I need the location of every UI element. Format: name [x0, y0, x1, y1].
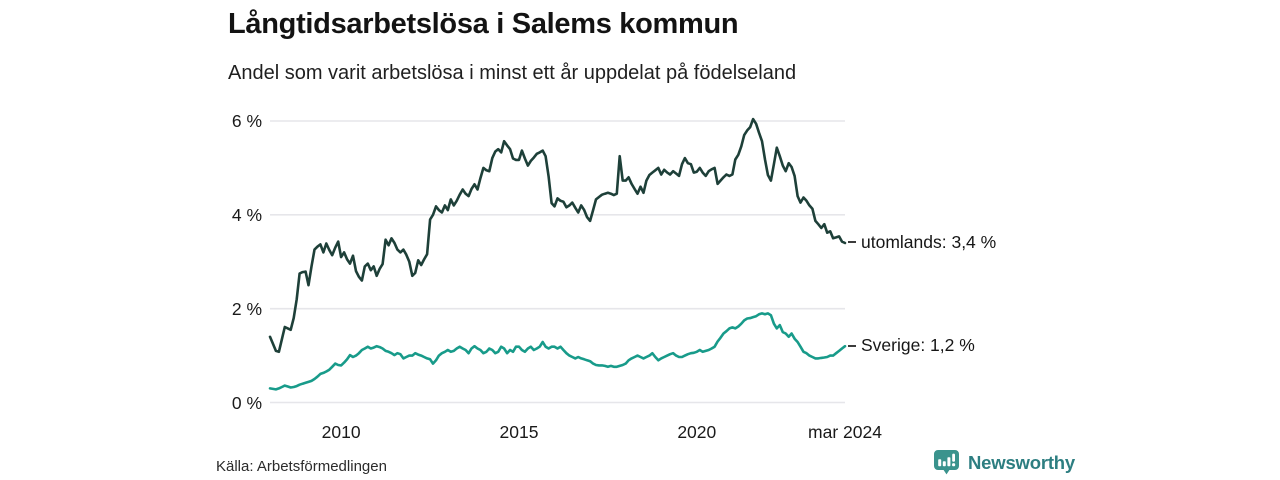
- newsworthy-wordmark: Newsworthy: [968, 452, 1075, 473]
- y-tick-label: 2 %: [231, 298, 262, 319]
- newsworthy-logo: Newsworthy: [933, 449, 1075, 477]
- series-line-Sverige: [268, 312, 847, 391]
- y-tick-label: 4 %: [231, 204, 262, 225]
- series-end-label-text: Sverige: 1,2 %: [861, 335, 975, 356]
- chart-subtitle: Andel som varit arbetslösa i minst ett å…: [228, 62, 797, 84]
- leader-dash: [848, 241, 856, 244]
- series-line-utomlands: [268, 117, 847, 354]
- series-end-label-utomlands: utomlands: 3,4 %: [848, 232, 996, 253]
- leader-dash: [848, 344, 856, 347]
- newsworthy-icon: [934, 450, 959, 475]
- y-tick-label: 6 %: [231, 111, 262, 131]
- series-end-label-Sverige: Sverige: 1,2 %: [848, 335, 975, 356]
- x-tick-label: 2010: [321, 422, 361, 442]
- x-tick-label: 2015: [499, 422, 539, 442]
- x-tick-label: 2020: [677, 422, 717, 442]
- series-end-label-text: utomlands: 3,4 %: [861, 231, 997, 252]
- x-tick-label: mar 2024: [808, 422, 882, 442]
- chart-title: Långtidsarbetslösa i Salems kommun: [228, 8, 739, 40]
- y-tick-label: 0 %: [231, 392, 262, 413]
- source-text: Källa: Arbetsförmedlingen: [216, 458, 387, 475]
